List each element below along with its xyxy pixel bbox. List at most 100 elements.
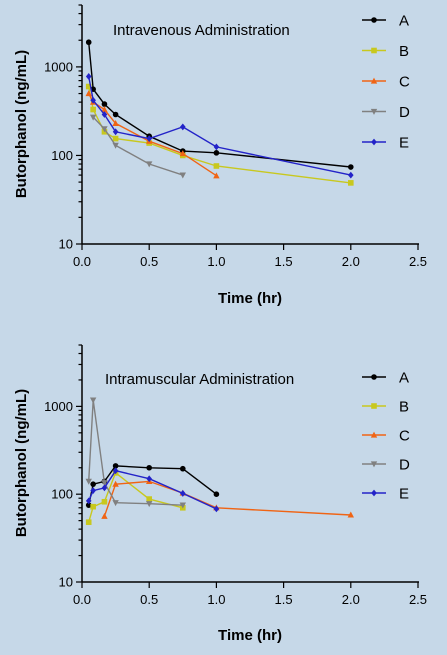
data-point — [112, 135, 119, 142]
data-point — [213, 150, 220, 156]
x-axis-title: Time (hr) — [218, 627, 282, 644]
data-point — [112, 467, 119, 475]
data-point — [101, 512, 108, 519]
data-point — [213, 491, 220, 497]
legend-label: E — [399, 135, 409, 152]
legend-marker — [370, 77, 378, 84]
data-point — [85, 39, 92, 46]
data-point — [112, 128, 119, 136]
legend-label: D — [399, 457, 410, 474]
y-tick-label: 100 — [51, 487, 73, 502]
data-point — [101, 111, 108, 118]
x-tick-label: 2.0 — [342, 254, 360, 269]
legend-item-b: B — [362, 43, 409, 60]
y-tick-label: 100 — [51, 148, 73, 163]
series-e — [85, 73, 354, 179]
data-point — [85, 502, 92, 508]
data-point — [101, 484, 108, 492]
data-point — [85, 519, 92, 525]
series-c — [101, 477, 354, 519]
data-point — [85, 73, 92, 80]
x-tick-label: 1.0 — [207, 592, 225, 607]
legend-label: C — [399, 74, 410, 91]
x-tick-label: 0.5 — [140, 254, 158, 269]
data-point — [90, 106, 96, 113]
legend-marker — [370, 461, 378, 468]
series-line — [88, 400, 183, 506]
legend-item-e: E — [362, 135, 409, 152]
y-tick-label: 10 — [59, 575, 73, 590]
x-tick-label: 1.5 — [275, 254, 293, 269]
x-tick-label: 2.5 — [409, 254, 427, 269]
intravenous-panel: Intravenous Administration Time (hr) But… — [13, 4, 427, 307]
legend-marker — [371, 47, 377, 54]
data-point — [213, 172, 220, 179]
data-point — [101, 126, 108, 133]
series-a — [85, 463, 220, 508]
data-point — [85, 478, 92, 485]
data-point — [348, 180, 354, 186]
legend-item-c: C — [362, 74, 410, 91]
panel-title: Intravenous Administration — [113, 22, 290, 39]
data-point — [112, 500, 119, 507]
data-point — [180, 465, 186, 472]
panel-title: Intramuscular Administration — [105, 371, 294, 388]
data-point — [348, 164, 354, 170]
data-point — [213, 163, 220, 169]
series-b — [85, 470, 186, 525]
data-point — [89, 114, 97, 121]
data-point — [213, 143, 220, 151]
data-point — [180, 490, 186, 497]
data-point — [112, 120, 119, 127]
data-point — [101, 106, 108, 113]
data-point — [101, 498, 108, 505]
x-tick-label: 1.5 — [275, 592, 293, 607]
data-point — [179, 172, 186, 179]
y-axis-title: Butorphanol (ng/mL) — [13, 389, 30, 537]
legend-marker — [371, 17, 377, 23]
x-tick-label: 2.0 — [342, 592, 360, 607]
legend-label: A — [399, 13, 409, 30]
x-axis-title: Time (hr) — [218, 290, 282, 307]
legend-item-e: E — [362, 486, 409, 503]
data-point — [146, 496, 152, 502]
legend-label: C — [399, 428, 410, 445]
data-point — [347, 511, 354, 518]
series-line — [88, 42, 351, 168]
x-tick-label: 1.0 — [207, 254, 225, 269]
x-tick-label: 0.5 — [140, 592, 158, 607]
y-tick-label: 1000 — [44, 399, 73, 414]
data-point — [213, 505, 220, 513]
data-point — [112, 142, 119, 149]
data-point — [90, 96, 96, 104]
data-point — [112, 111, 119, 118]
y-tick-label: 10 — [59, 237, 73, 252]
legend-label: E — [399, 486, 409, 503]
intramuscular-panel: Intramuscular Administration Time (hr) B… — [13, 344, 427, 644]
data-point — [101, 480, 108, 487]
data-point — [179, 150, 186, 157]
data-point — [146, 161, 153, 168]
legend-label: B — [399, 399, 409, 416]
legend-item-d: D — [362, 104, 410, 121]
data-point — [112, 463, 119, 469]
x-tick-label: 2.5 — [409, 592, 427, 607]
legend-item-d: D — [362, 457, 410, 474]
series-a — [85, 39, 354, 170]
series-line — [92, 116, 184, 176]
data-point — [146, 501, 153, 508]
legend-marker — [370, 431, 378, 438]
data-point — [85, 83, 92, 90]
legend-item-a: A — [362, 370, 409, 387]
data-point — [146, 464, 152, 471]
y-tick-label: 1000 — [44, 59, 73, 74]
legend-marker — [371, 138, 377, 146]
legend-marker — [371, 489, 377, 497]
series-d — [85, 397, 186, 509]
data-point — [90, 481, 96, 487]
legend-item-a: A — [362, 13, 409, 30]
data-point — [112, 480, 119, 487]
data-point — [90, 503, 96, 510]
y-axis-title: Butorphanol (ng/mL) — [13, 50, 30, 198]
